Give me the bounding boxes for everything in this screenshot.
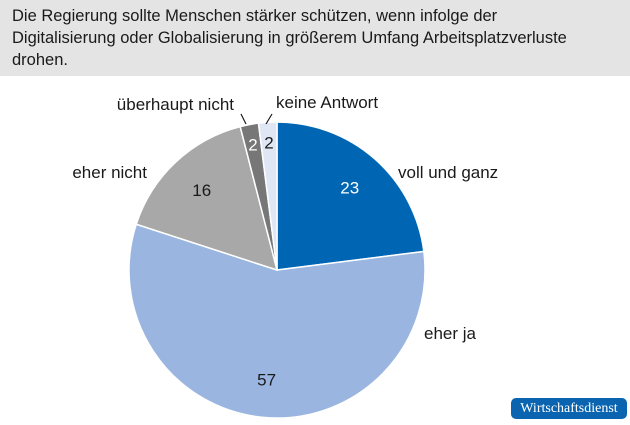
- pie-slice-2: [135, 125, 279, 272]
- leader-line: [265, 113, 273, 125]
- leader-line: [240, 113, 247, 125]
- slice-category-label: voll und ganz: [398, 163, 498, 182]
- slice-value-label: 23: [340, 178, 359, 197]
- slice-category-label: überhaupt nicht: [117, 95, 234, 114]
- pie-slice-0: [276, 121, 425, 271]
- slice-value-label: 2: [264, 133, 273, 152]
- slice-category-label: eher ja: [424, 324, 477, 343]
- slice-value-label: 57: [257, 371, 276, 390]
- chart-title: Die Regierung sollte Menschen stärker sc…: [12, 7, 567, 69]
- title-band: [0, 0, 630, 76]
- pie-slice-1: [128, 223, 426, 419]
- slice-value-label: 2: [248, 135, 257, 154]
- source-badge: Wirtschaftsdienst: [511, 398, 627, 419]
- slice-category-label: eher nicht: [72, 163, 147, 182]
- slice-category-label: keine Antwort: [276, 93, 378, 112]
- slice-value-label: 16: [192, 181, 211, 200]
